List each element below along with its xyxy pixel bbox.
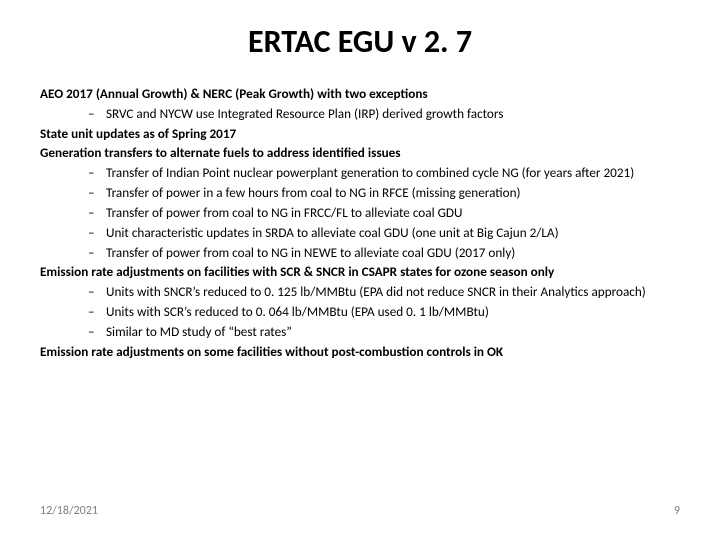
sub-list: SRVC and NYCW use Integrated Resource Pl… [40,105,680,123]
bullet-level-2: Units with SNCR’s reduced to 0. 125 lb/M… [88,283,680,301]
footer-date: 12/18/2021 [40,504,98,518]
bullet-level-1: AEO 2017 (Annual Growth) & NERC (Peak Gr… [40,85,680,103]
bullet-level-2: Similar to MD study of “best rates” [88,323,680,341]
bullet-level-2: Units with SCR’s reduced to 0. 064 lb/MM… [88,303,680,321]
bullet-level-2: Transfer of power in a few hours from co… [88,184,680,202]
bullet-level-1: Emission rate adjustments on some facili… [40,343,680,361]
bullet-level-2: Transfer of Indian Point nuclear powerpl… [88,164,680,182]
bullet-level-1: State unit updates as of Spring 2017 [40,125,680,143]
slide-title: ERTAC EGU v 2. 7 [40,22,680,61]
bullet-level-2: Transfer of power from coal to NG in FRC… [88,204,680,222]
slide-content: AEO 2017 (Annual Growth) & NERC (Peak Gr… [40,85,680,360]
slide: ERTAC EGU v 2. 7 AEO 2017 (Annual Growth… [0,0,720,540]
sub-list: Units with SNCR’s reduced to 0. 125 lb/M… [40,283,680,340]
bullet-level-2: Transfer of power from coal to NG in NEW… [88,244,680,262]
bullet-level-2: Unit characteristic updates in SRDA to a… [88,224,680,242]
bullet-level-1: Emission rate adjustments on facilities … [40,263,680,281]
bullet-level-1: Generation transfers to alternate fuels … [40,144,680,162]
bullet-level-2: SRVC and NYCW use Integrated Resource Pl… [88,105,680,123]
sub-list: Transfer of Indian Point nuclear powerpl… [40,164,680,261]
footer-page: 9 [674,504,680,518]
